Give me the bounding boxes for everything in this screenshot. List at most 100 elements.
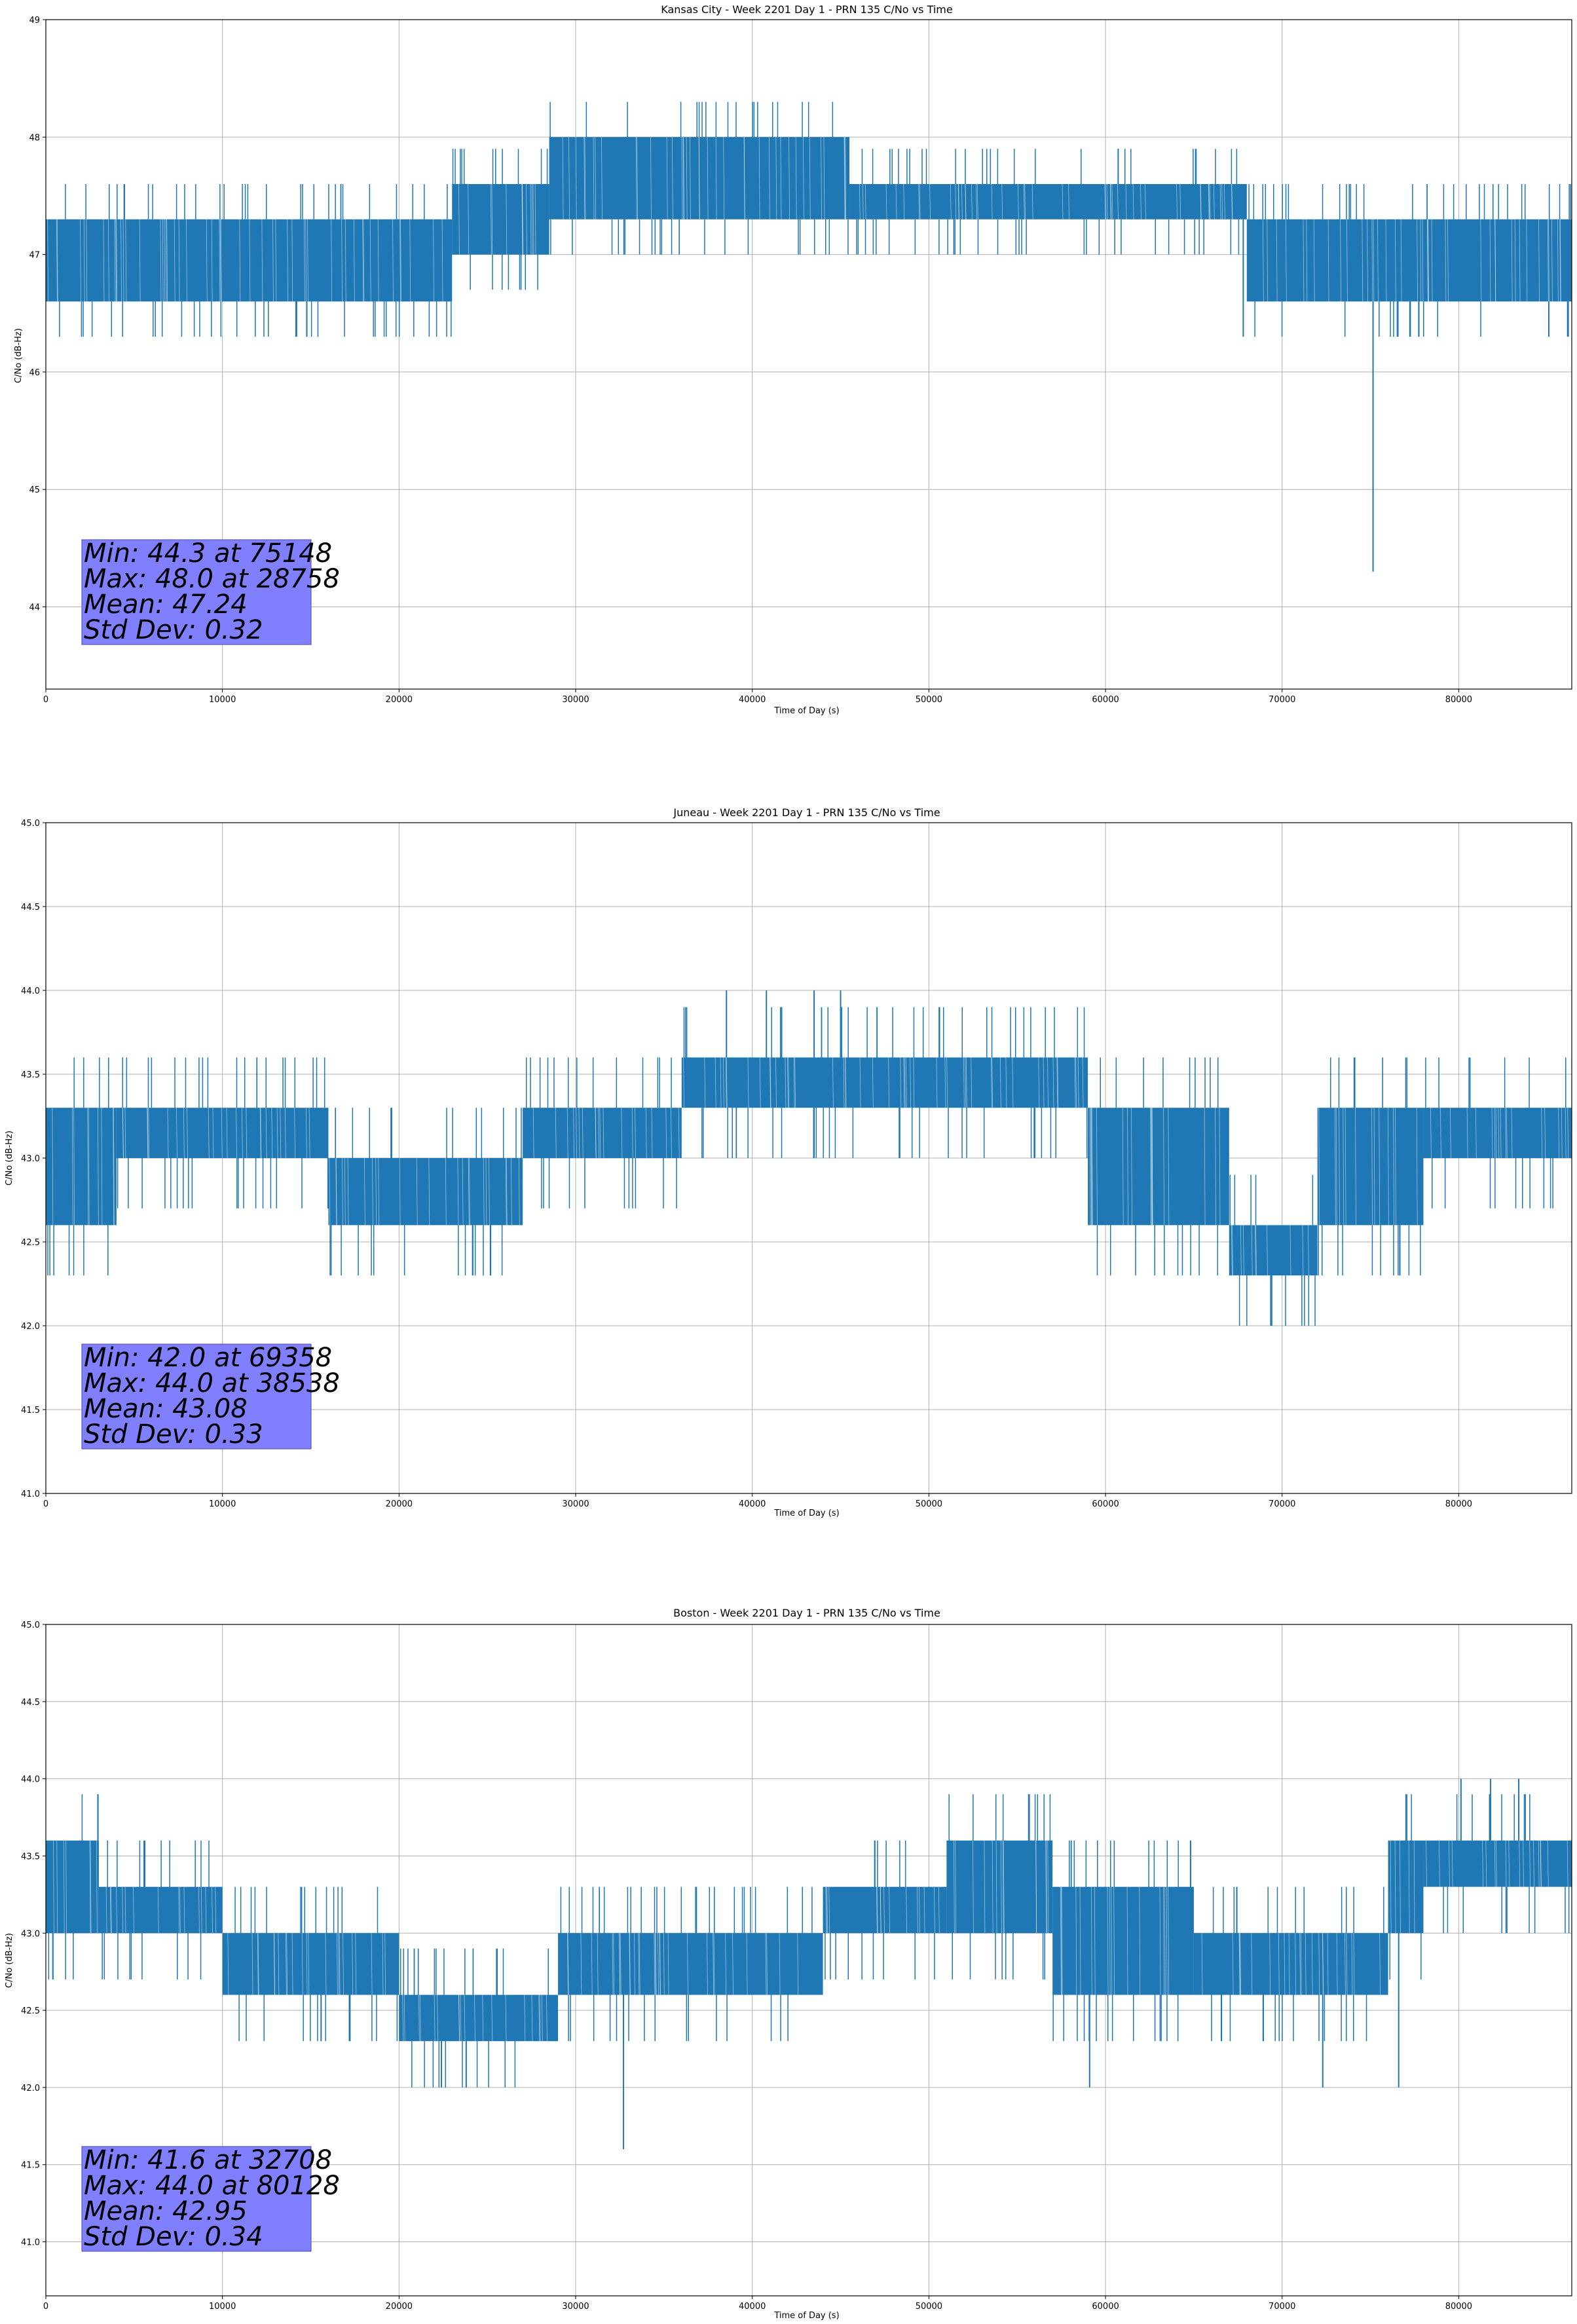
cno-gap — [1506, 1108, 1508, 1159]
cno-gap — [1024, 184, 1026, 219]
stats-line: Min: 42.0 at 69358 — [84, 1343, 332, 1373]
juneau-chart: Juneau - Week 2201 Day 1 - PRN 135 C/No … — [5, 806, 1572, 1518]
cno-gap — [1538, 219, 1540, 302]
cno-gap — [929, 184, 931, 219]
chart-title: Juneau - Week 2201 Day 1 - PRN 135 C/No … — [673, 806, 940, 819]
y-axis-label: C/No (dB-Hz) — [5, 1933, 14, 1988]
cno-gap — [1559, 219, 1561, 302]
cno-gap — [788, 137, 790, 219]
cno-gap — [1255, 1225, 1257, 1276]
cno-gap — [1176, 184, 1178, 219]
cno-gap — [208, 1108, 210, 1159]
cno-gap — [274, 1933, 276, 1995]
cno-gap — [53, 1840, 54, 1934]
cno-gap — [768, 137, 770, 219]
cno-gap — [1090, 1108, 1092, 1226]
cno-gap — [113, 1108, 115, 1226]
cno-gap — [1240, 1933, 1242, 1995]
cno-gap — [251, 1933, 253, 1995]
cno-gap — [259, 1108, 261, 1159]
cno-gap — [399, 219, 401, 302]
cno-gap — [844, 137, 845, 219]
cno-gap — [257, 1933, 259, 1995]
cno-gap — [329, 1157, 331, 1226]
cno-gap — [56, 1840, 58, 1934]
cno-gap — [1494, 1840, 1496, 1887]
kansas-city-chart: Kansas City - Week 2201 Day 1 - PRN 135 … — [14, 3, 1572, 716]
y-tick-label: 41.0 — [21, 2238, 40, 2248]
cno-gap — [900, 1057, 902, 1108]
cno-gap — [343, 1933, 344, 1995]
stats-line: Min: 44.3 at 75148 — [84, 538, 332, 569]
cno-gap — [992, 1840, 993, 1934]
cno-gap — [580, 1933, 582, 1995]
cno-gap — [823, 137, 825, 219]
cno-gap — [567, 1933, 568, 1995]
cno-gap — [965, 1057, 967, 1108]
cno-gap — [919, 184, 921, 219]
y-axis-label: C/No (dB-Hz) — [14, 328, 24, 383]
cno-gap — [794, 1057, 796, 1108]
cno-gap — [1090, 1886, 1092, 1995]
cno-band — [452, 184, 549, 255]
y-tick-label: 48 — [29, 133, 40, 143]
cno-gap — [468, 1157, 470, 1226]
x-tick-label: 30000 — [562, 1499, 589, 1509]
x-tick-label: 30000 — [562, 2302, 589, 2312]
cno-gap — [1367, 219, 1368, 302]
x-tick-label: 10000 — [209, 1499, 236, 1509]
stats-line: Min: 41.6 at 32708 — [84, 2145, 332, 2175]
cno-gap — [1394, 219, 1396, 302]
cno-gap — [995, 1840, 997, 1934]
cno-gap — [71, 1108, 73, 1226]
cno-gap — [1450, 1108, 1451, 1159]
cno-gap — [1362, 219, 1364, 302]
cno-gap — [584, 137, 585, 219]
cno-gap — [965, 184, 967, 219]
cno-gap — [1538, 1840, 1540, 1887]
y-tick-label: 44.0 — [21, 986, 40, 996]
cno-gap — [1077, 1057, 1079, 1108]
cno-gap — [1371, 219, 1373, 302]
cno-gap — [1075, 1057, 1077, 1108]
x-tick-label: 60000 — [1092, 1499, 1119, 1509]
cno-gap — [629, 1933, 631, 1995]
cno-gap — [1238, 1933, 1240, 1995]
cno-gap — [183, 1108, 185, 1159]
cno-gap — [90, 1840, 92, 1934]
x-tick-label: 20000 — [386, 1499, 413, 1509]
cno-gap — [906, 1886, 908, 1934]
cno-gap — [147, 1108, 149, 1159]
cno-gap — [183, 1886, 185, 1934]
cno-gap — [1168, 1886, 1170, 1995]
cno-gap — [910, 1057, 912, 1108]
cno-gap — [200, 1886, 202, 1934]
y-tick-label: 43.5 — [21, 1070, 40, 1080]
cno-gap — [775, 137, 777, 219]
cno-gap — [965, 1057, 967, 1108]
cno-gap — [1565, 1108, 1567, 1159]
cno-gap — [403, 1995, 405, 2042]
cno-gap — [743, 137, 745, 219]
cno-gap — [236, 1108, 237, 1159]
cno-gap — [1394, 1840, 1396, 1934]
cno-gap — [1289, 1225, 1291, 1276]
y-tick-label: 46 — [29, 368, 40, 378]
cno-gap — [923, 1886, 925, 1934]
cno-gap — [955, 1840, 957, 1934]
cno-gap — [458, 184, 460, 255]
cno-gap — [1335, 1108, 1337, 1226]
cno-gap — [1544, 1108, 1546, 1159]
cno-gap — [723, 1057, 724, 1108]
stats-line: Std Dev: 0.33 — [84, 1419, 263, 1450]
cno-gap — [530, 184, 532, 255]
cno-gap — [785, 1057, 787, 1108]
cno-gap — [665, 1108, 667, 1159]
cno-band — [116, 1108, 329, 1158]
cno-band — [558, 1933, 823, 1995]
cno-gap — [109, 1886, 111, 1934]
x-tick-label: 20000 — [386, 2302, 413, 2312]
cno-gap — [1090, 1108, 1092, 1226]
cno-gap — [984, 1840, 986, 1934]
cno-gap — [991, 1057, 992, 1108]
